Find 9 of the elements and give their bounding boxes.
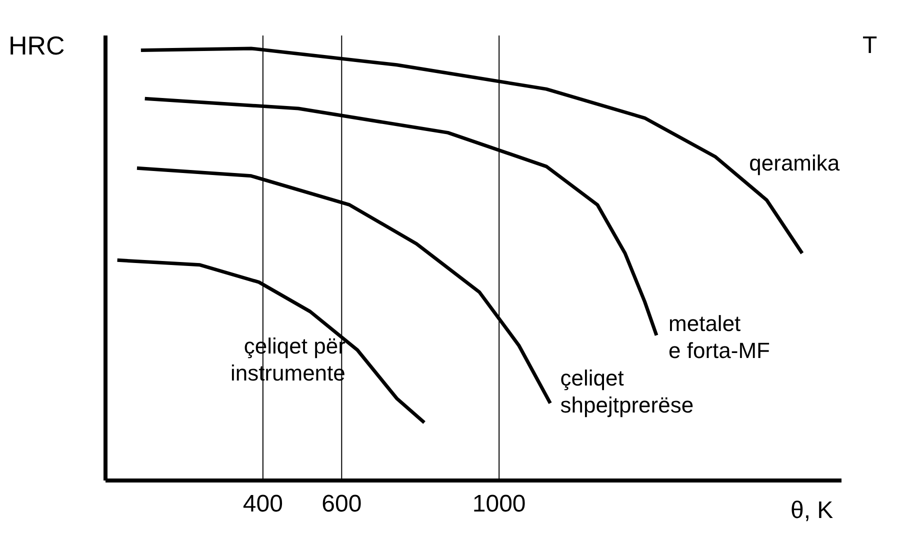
text: T xyxy=(862,32,878,59)
series-label: qeramika xyxy=(749,150,840,176)
x-axis-title: θ, K xyxy=(790,497,834,524)
x-tick-label: 400 xyxy=(242,490,283,518)
series-label: metalet e forta-MF xyxy=(668,310,770,363)
x-tick-label: 1000 xyxy=(472,490,526,518)
x-tick-label: 600 xyxy=(322,490,362,518)
y-axis-title: HRC xyxy=(8,30,65,60)
series-label: çeliqet shpejtprerëse xyxy=(560,366,694,418)
